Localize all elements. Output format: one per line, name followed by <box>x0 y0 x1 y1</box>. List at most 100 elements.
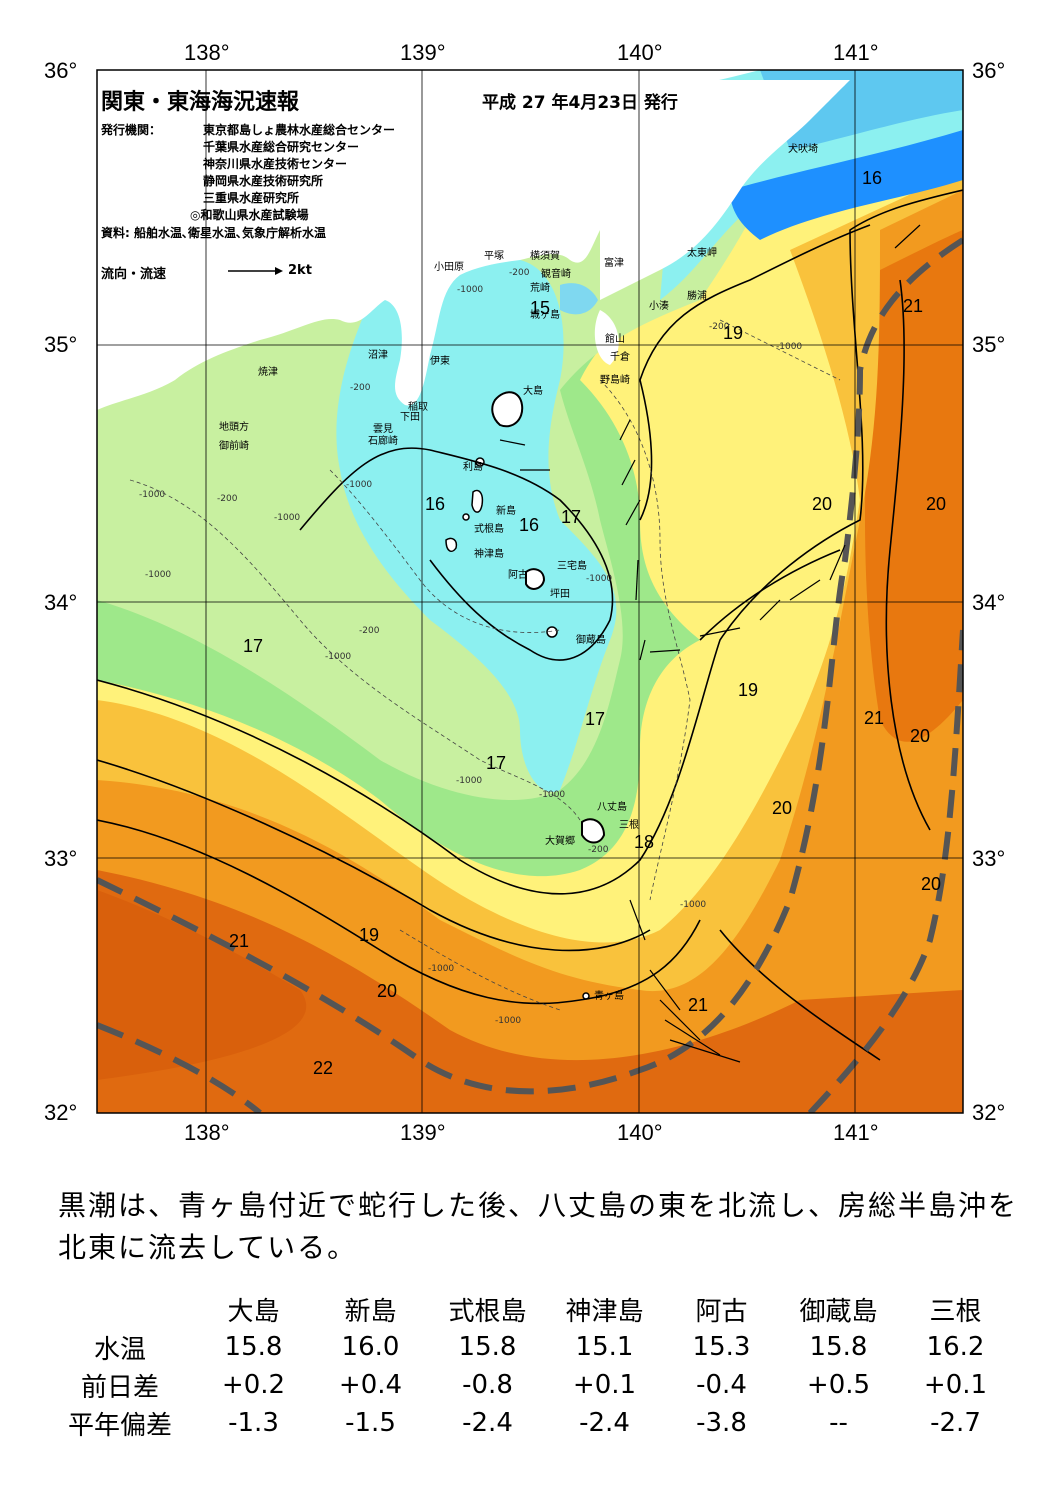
table-cell: -2.4 <box>462 1408 513 1438</box>
table-cell: +0.4 <box>338 1370 403 1400</box>
isotherm-label: 21 <box>688 995 709 1015</box>
isotherm-label: 21 <box>864 708 885 728</box>
isotherm-label: 19 <box>359 925 380 945</box>
place-chikura: 千倉 <box>610 352 630 363</box>
place-mitsune: 三根 <box>619 820 639 831</box>
place-shikinejima: 式根島 <box>474 524 504 535</box>
island-shikinejima <box>462 513 470 521</box>
isotherm-label: 16 <box>519 515 540 535</box>
isotherm-lines <box>97 189 963 1061</box>
issuer-1: 東京都島しょ農林水産総合センター <box>203 123 396 137</box>
table-cell: 16.0 <box>341 1332 400 1362</box>
island-kozushima <box>445 537 458 553</box>
depth-label: -200 <box>588 845 609 855</box>
depth-label: -200 <box>709 322 730 332</box>
map-frame <box>96 69 964 1114</box>
table-cell: -2.7 <box>930 1408 981 1438</box>
legend-label: 流向・流速 <box>101 267 167 282</box>
depth-label: -200 <box>359 626 380 636</box>
place-yaizu: 焼津 <box>258 367 278 378</box>
place-omaezaki: 御前崎 <box>219 441 249 452</box>
sst-band-dark-orange <box>97 870 963 1113</box>
data-source: 資料: 船舶水温､衛星水温､気象庁解析水温 <box>101 226 326 240</box>
place-kannonzaki: 観音崎 <box>541 269 571 280</box>
isotherm-label: 21 <box>229 931 250 951</box>
place-kozushima: 神津島 <box>474 549 504 560</box>
issuer-4: 静岡県水産技術研究所 <box>203 174 324 188</box>
isotherm-label: 20 <box>921 874 942 894</box>
column-header: 御蔵島 <box>799 1296 878 1327</box>
place-numazu: 沼津 <box>368 350 388 361</box>
table-cell: +0.1 <box>572 1370 637 1400</box>
issuer-label: 発行機関： <box>101 123 162 137</box>
lat-label-34: 34° <box>44 590 78 615</box>
lon-label-140-bottom: 140° <box>617 1120 663 1145</box>
current-arrows <box>499 224 921 1063</box>
place-mikurajima: 御蔵島 <box>576 635 606 646</box>
table-row: 平年偏差 -1.3 -1.5 -2.4 -2.4 -3.8 -- -2.7 <box>45 1404 1014 1442</box>
isotherm-label: 20 <box>377 981 398 1001</box>
isotherm-label: 22 <box>313 1058 334 1078</box>
place-ito: 伊東 <box>430 356 450 367</box>
row-header: 水温 <box>93 1334 146 1365</box>
sea-temperature-map <box>96 69 964 1114</box>
lat-label-33: 33° <box>44 846 78 871</box>
isotherm-label: 19 <box>723 323 744 343</box>
lat-label-34-right: 34° <box>972 590 1006 615</box>
depth-label: -1000 <box>139 490 166 500</box>
depth-label: -1000 <box>325 652 352 662</box>
lon-label-138-bottom: 138° <box>184 1120 230 1145</box>
issue-date: 平成 27 年4月23日 発行 <box>482 93 678 113</box>
island-niijima <box>471 489 484 513</box>
isotherm-label: 17 <box>585 709 606 729</box>
lat-label-32-right: 32° <box>972 1100 1006 1125</box>
isotherm-label: 20 <box>910 726 931 746</box>
isotherm-label: 17 <box>561 507 582 527</box>
place-aogashima: 青ヶ島 <box>594 991 624 1002</box>
table-cell: -2.4 <box>579 1408 630 1438</box>
lat-label-35-right: 35° <box>972 332 1006 357</box>
lon-label-141-bottom: 141° <box>833 1120 879 1145</box>
depth-label: -1000 <box>456 776 483 786</box>
table-cell: 15.8 <box>458 1332 517 1362</box>
island-oshima <box>491 391 524 428</box>
table-cell: -1.5 <box>345 1408 396 1438</box>
row-header: 前日差 <box>80 1372 159 1403</box>
column-header: 神津島 <box>565 1296 644 1327</box>
place-hachijojima: 八丈島 <box>597 802 627 813</box>
column-header: 三根 <box>929 1296 982 1327</box>
table-cell: 15.1 <box>575 1332 634 1362</box>
depth-label: -1000 <box>428 964 455 974</box>
lat-label-32: 32° <box>44 1100 78 1125</box>
isotherm-label: 20 <box>812 494 833 514</box>
table-cell: 15.3 <box>692 1332 751 1362</box>
place-hiratsuka: 平塚 <box>484 251 504 262</box>
land-honshu <box>97 70 760 430</box>
place-irozaki: 石廊崎 <box>368 436 398 447</box>
place-tateyama: 館山 <box>605 334 625 345</box>
lon-label-141: 141° <box>833 40 879 65</box>
lon-label-139: 139° <box>400 40 446 65</box>
table-cell: -0.4 <box>696 1370 747 1400</box>
table-cell: +0.2 <box>221 1370 286 1400</box>
island-hachijojima <box>581 818 606 844</box>
place-jogashima: 城ヶ島 <box>530 310 560 321</box>
table-cell: -3.8 <box>696 1408 747 1438</box>
depth-label: -1000 <box>457 285 484 295</box>
table-cell: 16.2 <box>926 1332 985 1362</box>
column-header: 新島 <box>344 1296 397 1327</box>
column-header: 阿古 <box>695 1296 748 1327</box>
table-header-row: 大島 新島 式根島 神津島 阿古 御蔵島 三根 <box>45 1290 1014 1328</box>
isotherm-label: 20 <box>772 798 793 818</box>
place-yokosuka: 横須賀 <box>530 251 560 262</box>
issuer-6: ◎和歌山県水産試験場 <box>190 208 309 222</box>
table-cell: -0.8 <box>462 1370 513 1400</box>
place-miyakejima: 三宅島 <box>557 561 587 572</box>
lon-label-140: 140° <box>617 40 663 65</box>
place-niijima: 新島 <box>496 506 516 517</box>
place-katsuura: 勝浦 <box>687 291 707 302</box>
place-kominato: 小湊 <box>649 301 669 312</box>
table-row: 水温 15.8 16.0 15.8 15.1 15.3 15.8 16.2 <box>45 1328 1014 1366</box>
depth-label: -1000 <box>495 1016 522 1026</box>
graticule <box>97 70 963 1113</box>
